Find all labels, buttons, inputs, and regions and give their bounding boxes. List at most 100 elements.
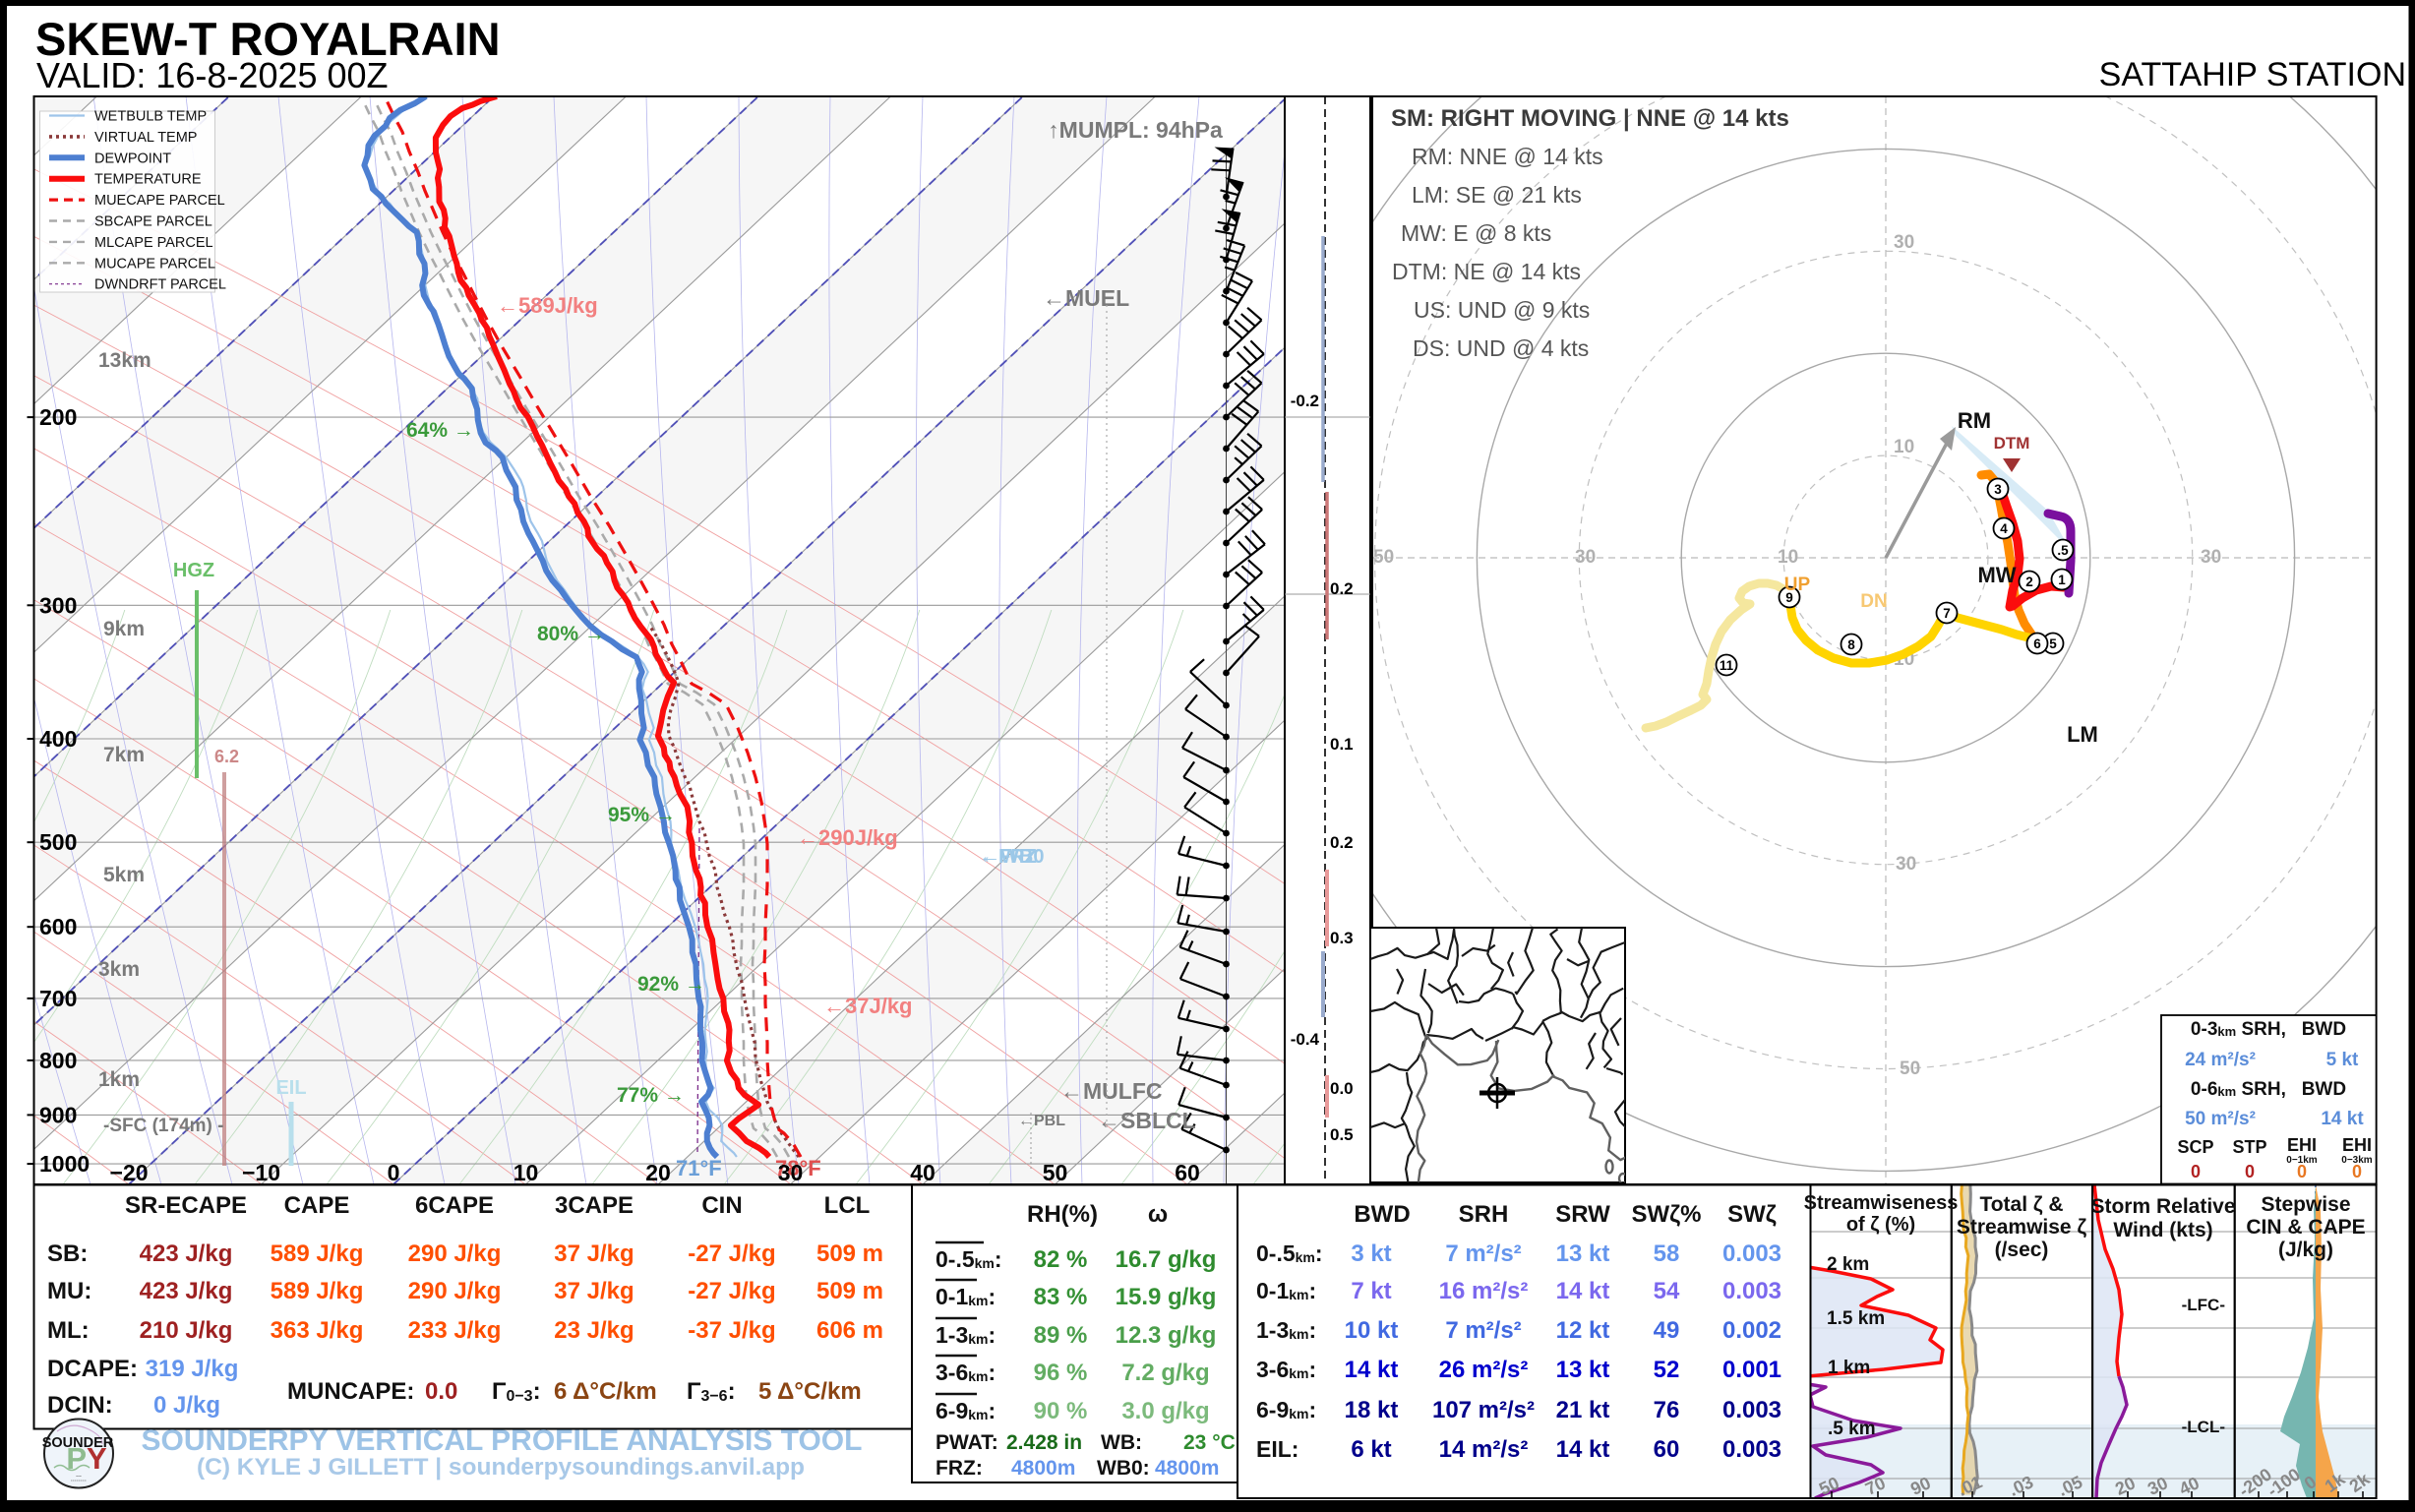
svg-text:300: 300 [39, 592, 77, 618]
svg-text:LM: LM [2067, 722, 2098, 747]
svg-text:1 km: 1 km [1828, 1358, 1870, 1378]
svg-text:23 °C: 23 °C [1183, 1431, 1236, 1454]
svg-text:SRW: SRW [1555, 1201, 1610, 1228]
svg-text:96 %: 96 % [1034, 1360, 1088, 1386]
svg-text:Total ζ &: Total ζ & [1979, 1193, 2063, 1216]
svg-text:54: 54 [1654, 1278, 1680, 1304]
svg-text:9km: 9km [103, 618, 145, 640]
svg-text:5 kt: 5 kt [2326, 1050, 2359, 1070]
svg-text:········: ········ [71, 1479, 87, 1484]
svg-text:0.003: 0.003 [1722, 1240, 1781, 1267]
svg-text:800: 800 [39, 1048, 77, 1073]
svg-text:←SBLCL: ←SBLCL [1098, 1108, 1196, 1133]
svg-text:30: 30 [2201, 547, 2221, 568]
svg-text:423 J/kg: 423 J/kg [140, 1278, 233, 1304]
svg-text:MLCAPE PARCEL: MLCAPE PARCEL [94, 235, 213, 251]
svg-text:12.3 g/kg: 12.3 g/kg [1116, 1322, 1217, 1349]
svg-text:50 m²/s²: 50 m²/s² [2185, 1109, 2256, 1129]
svg-text:606 m: 606 m [816, 1317, 883, 1344]
svg-text:49: 49 [1654, 1317, 1680, 1344]
svg-text:←PBL: ←PBL [1018, 1113, 1065, 1129]
svg-text:SBCAPE PARCEL: SBCAPE PARCEL [94, 214, 212, 230]
svg-text:SR-ECAPE: SR-ECAPE [125, 1192, 247, 1219]
svg-text:SWζ: SWζ [1727, 1201, 1777, 1228]
svg-text:900: 900 [39, 1102, 77, 1127]
svg-text:2 km: 2 km [1827, 1254, 1869, 1275]
svg-text:77% →: 77% → [617, 1084, 685, 1107]
svg-text:ω: ω [1148, 1201, 1168, 1228]
svg-text:1000: 1000 [39, 1151, 90, 1177]
svg-text:3km: 3km [98, 958, 140, 981]
svg-text:STP: STP [2232, 1137, 2266, 1157]
svg-text:3CAPE: 3CAPE [555, 1192, 634, 1219]
svg-text:16.7 g/kg: 16.7 g/kg [1116, 1246, 1217, 1273]
svg-text:400: 400 [39, 726, 77, 752]
svg-text:1: 1 [2058, 573, 2066, 587]
svg-text:6 Δ°C/km: 6 Δ°C/km [554, 1378, 657, 1405]
svg-text:LM: SE @ 21 kts: LM: SE @ 21 kts [1412, 182, 1582, 208]
svg-text:7.2 g/kg: 7.2 g/kg [1121, 1360, 1209, 1386]
svg-text:↑MUMPL: 94hPa: ↑MUMPL: 94hPa [1048, 117, 1223, 143]
svg-text:6 kt: 6 kt [1351, 1436, 1391, 1463]
svg-text:3.0 g/kg: 3.0 g/kg [1121, 1398, 1209, 1424]
svg-text:0: 0 [388, 1160, 400, 1185]
svg-text:0.5: 0.5 [1330, 1125, 1354, 1144]
svg-text:SB:: SB: [47, 1240, 88, 1267]
svg-text:60: 60 [1175, 1160, 1200, 1185]
svg-text:VIRTUAL TEMP: VIRTUAL TEMP [94, 130, 197, 146]
svg-text:8: 8 [1847, 637, 1855, 652]
svg-text:RM: NNE @ 14 kts: RM: NNE @ 14 kts [1412, 144, 1603, 169]
svg-text:14 kt: 14 kt [1345, 1357, 1399, 1383]
svg-text:23 J/kg: 23 J/kg [554, 1317, 634, 1344]
svg-text:TEMPERATURE: TEMPERATURE [94, 172, 202, 188]
svg-text:30: 30 [778, 1160, 804, 1185]
svg-text:Storm Relative: Storm Relative [2090, 1195, 2235, 1218]
svg-text:95% →: 95% → [608, 804, 676, 826]
svg-text:58: 58 [1654, 1240, 1680, 1267]
svg-text:200: 200 [39, 404, 77, 430]
svg-text:0.001: 0.001 [1722, 1357, 1781, 1383]
svg-text:MU:: MU: [47, 1278, 91, 1304]
svg-text:14 kt: 14 kt [1556, 1278, 1610, 1304]
svg-text:-27 J/kg: -27 J/kg [688, 1240, 775, 1267]
svg-text:SCP: SCP [2177, 1137, 2213, 1157]
svg-text:64% →: 64% → [406, 419, 474, 442]
svg-text:2.428 in: 2.428 in [1006, 1431, 1082, 1454]
svg-text:DEWPOINT: DEWPOINT [94, 151, 171, 166]
svg-text:40: 40 [910, 1160, 936, 1185]
svg-text:0.2: 0.2 [1330, 579, 1354, 598]
svg-text:-LFC-: -LFC- [2182, 1296, 2225, 1314]
svg-text:0-6km SRH, BWD: 0-6km SRH, BWD [2191, 1079, 2346, 1100]
svg-text:-LCL-: -LCL- [2182, 1418, 2225, 1436]
svg-text:80% →: 80% → [537, 623, 605, 645]
svg-text:363 J/kg: 363 J/kg [271, 1317, 364, 1344]
svg-text:SRH: SRH [1459, 1201, 1509, 1228]
svg-text:7 m²/s²: 7 m²/s² [1445, 1240, 1521, 1267]
svg-text:0.3: 0.3 [1330, 929, 1354, 947]
svg-text:233 J/kg: 233 J/kg [408, 1317, 502, 1344]
svg-text:DCAPE:: DCAPE: [47, 1356, 138, 1382]
svg-text:10: 10 [1778, 547, 1798, 568]
svg-text:SOUNDERPY VERTICAL PROFILE ANA: SOUNDERPY VERTICAL PROFILE ANALYSIS TOOL [142, 1424, 863, 1457]
svg-text:4: 4 [2000, 521, 2008, 536]
svg-text:6: 6 [2033, 636, 2041, 651]
svg-text:4800m: 4800m [1155, 1457, 1219, 1480]
svg-text:107 m²/s²: 107 m²/s² [1432, 1397, 1535, 1423]
svg-text:10: 10 [1894, 437, 1914, 457]
svg-text:50: 50 [1043, 1160, 1068, 1185]
svg-text:←WB0: ←WB0 [981, 846, 1044, 868]
svg-text:6.2: 6.2 [214, 747, 239, 766]
svg-text:11: 11 [1720, 658, 1734, 673]
svg-text:.5: .5 [2057, 543, 2069, 558]
svg-text:RM: RM [1958, 408, 1991, 433]
svg-text:13 kt: 13 kt [1556, 1357, 1610, 1383]
svg-text:0.2: 0.2 [1330, 833, 1354, 852]
svg-text:MW: MW [1977, 563, 2016, 587]
svg-text:0.003: 0.003 [1722, 1278, 1781, 1304]
svg-text:.5 km: .5 km [1828, 1419, 1876, 1439]
svg-text:←290J/kg: ←290J/kg [797, 825, 898, 850]
svg-text:0-3km SRH, BWD: 0-3km SRH, BWD [2191, 1019, 2346, 1040]
svg-text:71°F: 71°F [676, 1156, 722, 1180]
svg-text:3: 3 [1994, 482, 2002, 497]
svg-text:509 m: 509 m [816, 1240, 883, 1267]
